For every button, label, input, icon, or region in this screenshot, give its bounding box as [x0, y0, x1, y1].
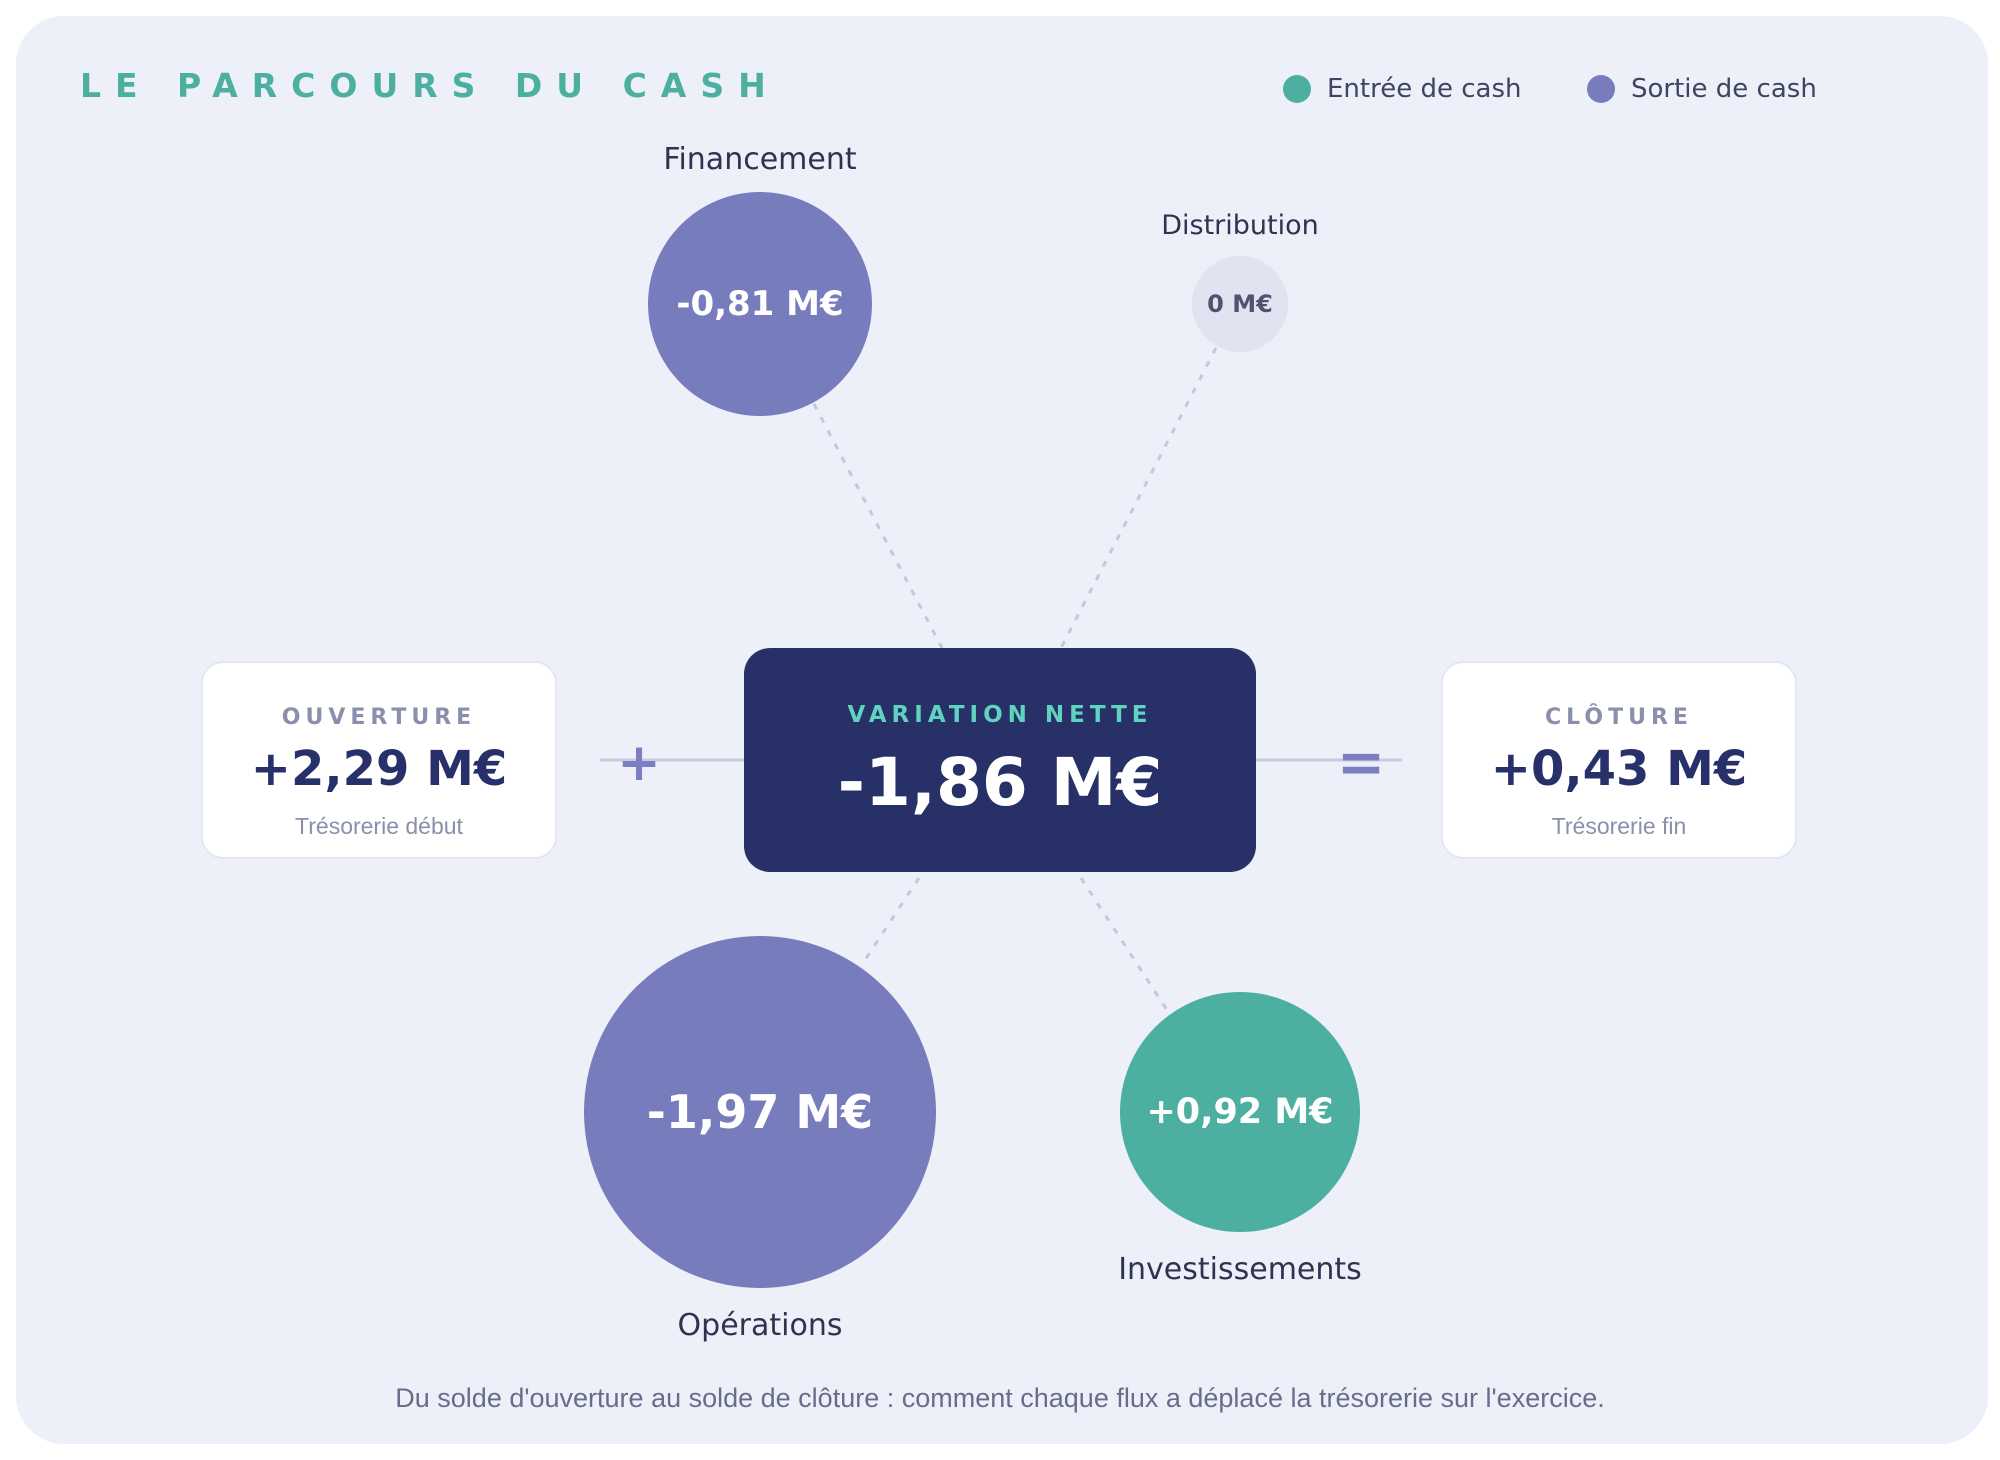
investissements-bubble: +0,92 M€ — [1120, 992, 1360, 1232]
distribution-value: 0 M€ — [1207, 290, 1273, 318]
closing-card: CLÔTURE +0,43 M€ Trésorerie fin — [1441, 661, 1797, 859]
operations-label: Opérations — [677, 1308, 843, 1343]
operations-value: -1,97 M€ — [646, 1085, 874, 1139]
connector-investissements — [1079, 877, 1169, 1011]
opening-value: +2,29 M€ — [250, 741, 508, 797]
connector-distribution — [1059, 347, 1218, 649]
closing-caption: CLÔTURE — [1545, 705, 1693, 730]
legend-inflow-dot-icon — [1283, 75, 1311, 103]
net-change-caption: VARIATION NETTE — [847, 702, 1153, 728]
net-change-value: -1,86 M€ — [837, 744, 1163, 821]
opening-sub: Trésorerie début — [295, 813, 463, 839]
opening-caption: OUVERTURE — [281, 705, 477, 730]
closing-value: +0,43 M€ — [1490, 741, 1748, 797]
distribution-bubble: 0 M€ — [1192, 256, 1288, 352]
opening-card: OUVERTURE +2,29 M€ Trésorerie début — [201, 661, 557, 859]
connector-operations — [859, 877, 921, 967]
equals-operator: = — [1336, 728, 1386, 796]
operations-bubble: -1,97 M€ — [584, 936, 936, 1288]
investissements-value: +0,92 M€ — [1146, 1092, 1334, 1132]
legend-outflow-dot-icon — [1587, 75, 1615, 103]
legend-inflow-label: Entrée de cash — [1327, 74, 1522, 104]
investissements-label: Investissements — [1118, 1252, 1362, 1287]
financement-label: Financement — [663, 142, 857, 177]
diagram-title: LE PARCOURS DU CASH — [80, 66, 780, 105]
footer-note: Du solde d'ouverture au solde de clôture… — [395, 1383, 1605, 1413]
financement-bubble: -0,81 M€ — [648, 192, 872, 416]
closing-sub: Trésorerie fin — [1551, 813, 1687, 839]
financement-value: -0,81 M€ — [676, 284, 844, 324]
plus-operator: + — [617, 733, 661, 793]
connector-financement — [812, 403, 944, 649]
legend-inflow: Entrée de cash — [1283, 72, 1522, 106]
legend-outflow-label: Sortie de cash — [1631, 74, 1817, 104]
legend-outflow: Sortie de cash — [1587, 72, 1817, 106]
net-change-card: VARIATION NETTE -1,86 M€ — [744, 648, 1256, 872]
distribution-label: Distribution — [1161, 210, 1319, 241]
